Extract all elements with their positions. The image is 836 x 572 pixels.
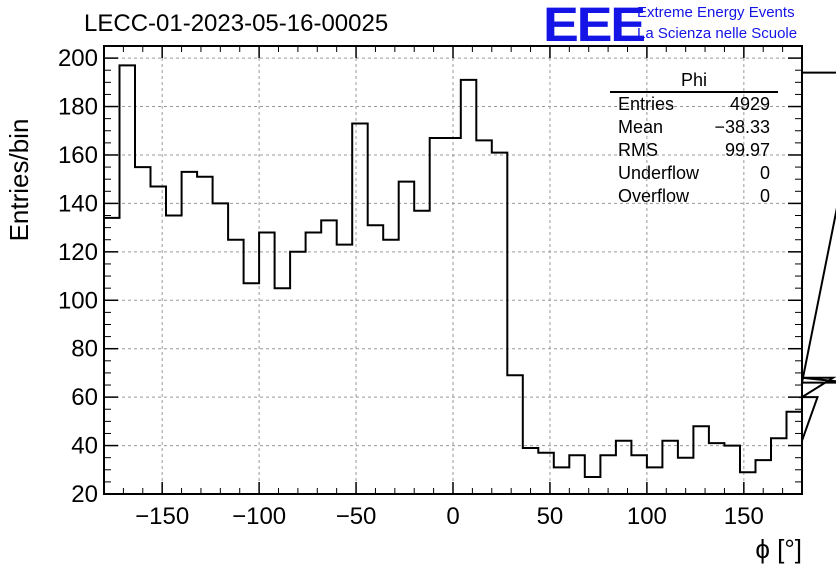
stats-value: 4929 <box>729 94 770 114</box>
histogram-bin <box>523 448 539 494</box>
histogram-bin <box>476 140 492 494</box>
stats-value: 0 <box>759 186 770 206</box>
histogram-bin <box>538 453 554 494</box>
x-tick-label: 100 <box>627 503 667 530</box>
y-tick-label: 180 <box>58 94 98 121</box>
stats-value: 0 <box>759 163 770 183</box>
eee-logo: EEE <box>543 0 646 52</box>
histogram-bin <box>631 455 647 494</box>
histogram-bin <box>275 288 291 494</box>
histogram-bin <box>352 123 368 494</box>
y-axis-label: Entries/bin <box>4 118 34 242</box>
y-tick-label: 200 <box>58 45 98 72</box>
x-tick-label: −100 <box>232 503 286 530</box>
histogram-bin <box>507 375 523 494</box>
histogram-bin <box>135 167 151 494</box>
x-tick-label: −50 <box>336 503 377 530</box>
stats-label: Entries <box>618 94 675 114</box>
logo-line-1: Extreme Energy Events <box>637 4 795 21</box>
histogram-bin <box>383 240 399 494</box>
stats-row-overflow: Overflow 0 <box>610 185 778 208</box>
histogram-bin <box>368 225 384 494</box>
histogram-bin <box>693 426 709 494</box>
x-tick-label: −150 <box>135 503 189 530</box>
histogram-bin <box>244 283 260 494</box>
stats-row-rms: RMS 99.97 <box>610 139 778 162</box>
y-tick-label: 80 <box>71 336 98 363</box>
histogram-bin <box>151 186 167 494</box>
y-tick-label: 60 <box>71 384 98 411</box>
stats-label: Overflow <box>618 186 690 206</box>
stats-row-entries: Entries 4929 <box>610 93 778 116</box>
histogram-bin <box>399 182 415 494</box>
y-tick-label: 40 <box>71 433 98 460</box>
stats-label: Underflow <box>618 163 700 183</box>
histogram-bin <box>430 138 446 494</box>
histogram-outline <box>104 64 836 478</box>
y-tick-label: 20 <box>71 481 98 508</box>
plot-title: LECC-01-2023-05-16-00025 <box>84 10 389 37</box>
stats-row-underflow: Underflow 0 <box>610 162 778 185</box>
histogram-bin <box>492 153 508 494</box>
histogram-bin <box>290 252 306 494</box>
stats-box: Phi Entries 4929 Mean −38.33 RMS 99.97 U… <box>610 70 778 208</box>
histogram-bin <box>321 220 337 494</box>
stats-value: 99.97 <box>724 140 770 160</box>
tick-labels: −150 −100 −50 0 50 100 150 20 40 60 80 100 120 140 160… <box>58 45 764 530</box>
histogram-bin <box>414 211 430 494</box>
histogram-bin <box>197 177 213 494</box>
histogram-bin <box>259 232 275 494</box>
histogram-bin <box>662 441 678 494</box>
x-tick-label: 50 <box>537 503 564 530</box>
y-tick-label: 140 <box>58 190 98 217</box>
histogram-bin <box>647 467 663 494</box>
x-tick-label: 150 <box>724 503 764 530</box>
histogram-series <box>104 64 836 494</box>
histogram-bin <box>166 216 182 494</box>
histogram-bin <box>337 245 353 494</box>
x-axis-label: ϕ [°] <box>755 534 802 564</box>
histogram-bin <box>228 240 244 494</box>
histogram-bin <box>306 232 322 494</box>
histogram-bin <box>724 446 740 494</box>
histogram-bin <box>445 138 461 494</box>
stats-label: RMS <box>618 140 658 160</box>
stats-value: −38.33 <box>714 117 770 137</box>
histogram-bin <box>461 80 477 494</box>
grid-lines <box>104 46 802 494</box>
axis-ticks <box>103 45 803 495</box>
histogram-bin <box>771 438 787 494</box>
histogram-bin <box>182 172 198 494</box>
histogram-bin <box>569 455 585 494</box>
y-tick-label: 160 <box>58 142 98 169</box>
histogram-bin <box>104 218 120 494</box>
stats-title: Phi <box>610 70 778 93</box>
logo-line-2: La Scienza nelle Scuole <box>637 25 798 42</box>
x-tick-label: 0 <box>446 503 459 530</box>
histogram-bin <box>585 477 601 494</box>
stats-label: Mean <box>618 117 664 137</box>
histogram-bin <box>709 443 725 494</box>
histogram-bin <box>740 472 756 494</box>
histogram-bin <box>616 441 632 494</box>
stats-row-mean: Mean −38.33 <box>610 116 778 139</box>
y-tick-label: 120 <box>58 239 98 266</box>
histogram-bin <box>213 203 229 494</box>
histogram-bin <box>120 65 136 494</box>
histogram-bin <box>554 467 570 494</box>
y-tick-label: 100 <box>58 287 98 314</box>
